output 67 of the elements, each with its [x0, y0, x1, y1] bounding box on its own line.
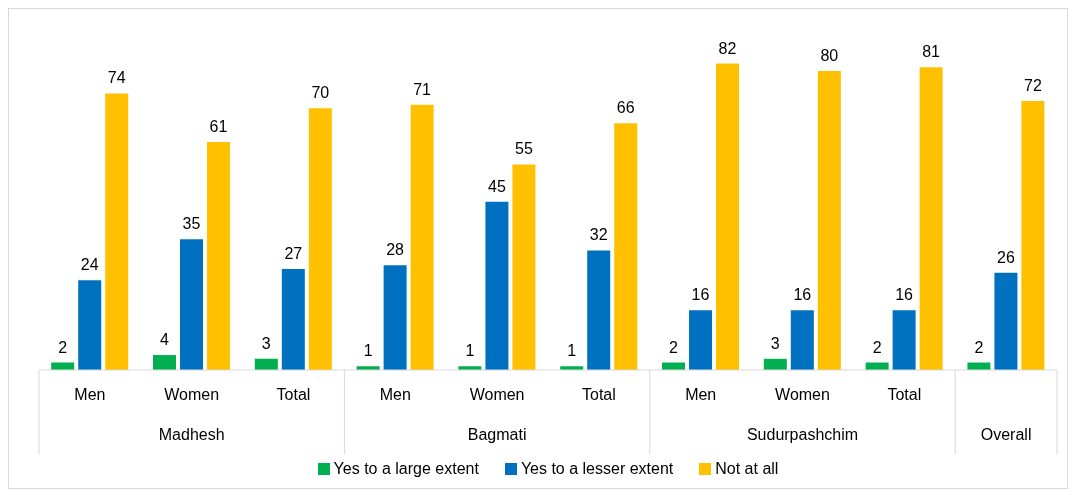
bar: [410, 104, 434, 370]
data-label: 2: [872, 338, 882, 356]
bar: [153, 355, 177, 370]
text: Madhesh: [158, 426, 225, 443]
bar: [78, 280, 102, 370]
data-label: 1: [363, 342, 373, 360]
x-tick-label: Men: [379, 386, 411, 403]
data-label: 55: [515, 140, 533, 158]
data-label: 35: [182, 215, 201, 233]
data-label: 2: [669, 338, 679, 356]
data-label: 3: [770, 334, 780, 352]
x-tick-label: Total: [582, 386, 616, 403]
bar: [587, 250, 611, 370]
bar: [308, 108, 332, 370]
bar: [689, 310, 713, 370]
bar: [485, 201, 509, 370]
text: Overall: [980, 426, 1032, 443]
x-tick-label: Women: [469, 386, 525, 403]
data-label: 2: [974, 338, 984, 356]
data-label: 28: [386, 241, 405, 259]
data-label: 16: [793, 286, 812, 304]
bar: [994, 272, 1018, 370]
data-label: 45: [488, 177, 506, 195]
x-tick-label: Men: [74, 386, 106, 403]
data-label: 66: [616, 99, 635, 117]
data-label: 27: [284, 245, 303, 263]
bar: [105, 93, 129, 370]
legend-label: Yes to a large extent: [333, 460, 479, 478]
x-tick-label: Total: [276, 386, 311, 403]
bar: [383, 265, 407, 370]
bar: [892, 310, 916, 370]
bar: [180, 239, 204, 370]
x-tick-label: Men: [685, 386, 717, 403]
x-tick-label: Women: [164, 386, 220, 403]
data-label: 80: [820, 46, 839, 64]
data-label: 74: [107, 69, 126, 87]
data-label: 32: [589, 226, 608, 244]
data-label: 72: [1024, 76, 1042, 94]
bar: [281, 269, 305, 370]
x-tick-label: Total: [887, 386, 922, 403]
bar: [716, 63, 740, 370]
bar: [817, 70, 841, 370]
data-label: 1: [567, 342, 577, 360]
x-tick-label: Women: [775, 386, 830, 403]
bar: [1021, 100, 1045, 370]
legend-label: Yes to a lesser extent: [520, 460, 674, 478]
data-label: 70: [311, 84, 330, 102]
text: Bagmati: [467, 426, 527, 443]
data-label: 16: [691, 286, 710, 304]
data-label: 82: [718, 39, 737, 57]
bar: [207, 142, 231, 370]
data-label: 71: [413, 80, 432, 98]
data-label: 16: [895, 286, 914, 304]
legend-label: Not at all: [715, 460, 779, 478]
data-label: 3: [261, 334, 271, 352]
data-label: 1: [465, 342, 475, 360]
bar: [790, 310, 814, 370]
data-label: 4: [160, 331, 170, 349]
data-label: 61: [209, 118, 228, 136]
data-label: 2: [58, 338, 68, 356]
bar: [919, 67, 943, 370]
bar: [614, 123, 638, 370]
data-label: 81: [922, 43, 941, 61]
text: Sudurpashchim: [746, 426, 859, 443]
bar: [512, 164, 536, 370]
data-label: 26: [997, 248, 1015, 266]
data-label: 24: [80, 256, 99, 274]
